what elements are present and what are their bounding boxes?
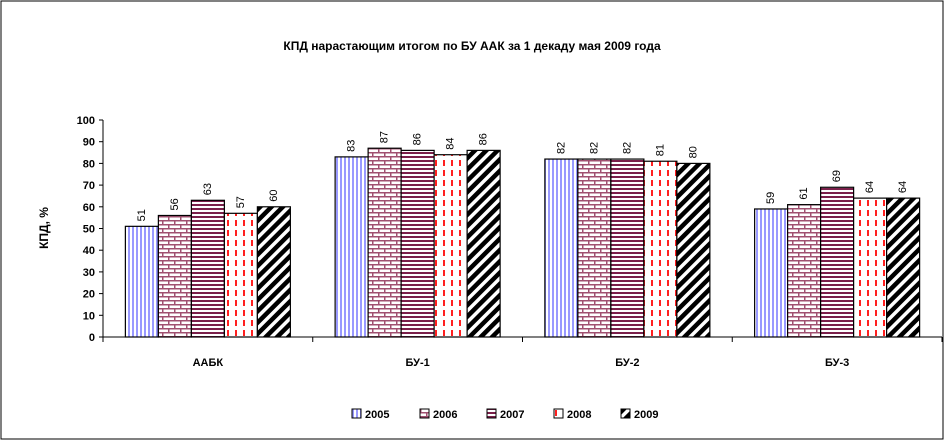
bar [223,212,258,338]
legend-label: 2005 [365,409,389,421]
bar-value-label: 69 [831,170,843,182]
y-tick-label: 100 [77,115,95,127]
legend-label: 2009 [634,409,658,421]
bar [190,199,225,338]
bar-value-label: 61 [798,187,810,199]
bar-value-label: 80 [687,146,699,158]
legend-label: 2008 [567,409,591,421]
chart-title: КПД нарастающим итогом по БУ ААК за 1 де… [283,39,661,53]
legend-swatch [351,408,362,419]
bar-value-label: 57 [235,196,247,208]
y-tick-label: 40 [83,245,95,257]
bar [610,158,645,338]
bar-value-label: 59 [765,192,777,204]
y-tick-label: 30 [83,267,95,279]
y-tick-label: 0 [89,332,95,344]
x-tick-label: БУ-1 [405,357,429,369]
bar-value-label: 82 [621,142,633,154]
bar [367,147,402,338]
y-tick-label: 10 [83,310,95,322]
y-tick-label: 20 [83,289,95,301]
bar [466,149,501,338]
bar-value-label: 60 [268,190,280,202]
bar [544,158,579,338]
y-tick-label: 90 [83,137,95,149]
bar-value-label: 82 [555,142,567,154]
bar [124,225,159,338]
legend: 2005 2006 2007 2008 2009 [351,408,658,421]
bar-value-label: 63 [202,183,214,195]
y-axis: 0 10 20 30 40 50 60 70 80 90 100 [77,115,104,344]
bar [787,204,822,338]
bar-value-label: 81 [654,144,666,156]
bar-value-label: 51 [136,209,148,221]
bar [577,158,612,338]
bar [853,197,888,338]
x-tick-label: БУ-2 [615,357,639,369]
legend-label: 2007 [500,409,524,421]
legend-swatch [620,408,631,419]
bar [676,162,711,338]
bar [754,208,789,338]
legend-label: 2006 [433,409,457,421]
bar-value-label: 87 [379,131,391,143]
legend-swatch [486,408,497,419]
bar [886,197,921,338]
x-axis: ААБК БУ-1 БУ-2 БУ-3 [102,336,943,369]
bar-value-label: 86 [478,133,490,145]
bar [256,206,291,338]
x-tick-label: ААБК [193,357,224,369]
bar [820,186,855,338]
bar-value-label: 64 [897,181,909,193]
bar-value-label: 82 [588,142,600,154]
bar-value-label: 56 [169,198,181,210]
bar [400,149,435,338]
y-tick-label: 80 [83,158,95,170]
bar-value-label: 84 [445,137,457,149]
bar-value-label: 64 [864,181,876,193]
y-tick-label: 50 [83,224,95,236]
y-axis-label: КПД, % [37,207,51,249]
y-tick-label: 60 [83,202,95,214]
x-tick-label: БУ-3 [825,357,849,369]
bars-layer: 51 56 63 57 60 83 87 86 84 86 82 82 82 81 80 59 61 69 64 64 [124,131,921,338]
bar [157,214,192,338]
y-tick-label: 70 [83,180,95,192]
bar [334,156,369,338]
bar [433,154,468,338]
bar-value-label: 86 [412,133,424,145]
legend-swatch [419,408,430,419]
bar [643,160,678,338]
bar-value-label: 83 [346,140,358,152]
legend-swatch [553,408,564,419]
